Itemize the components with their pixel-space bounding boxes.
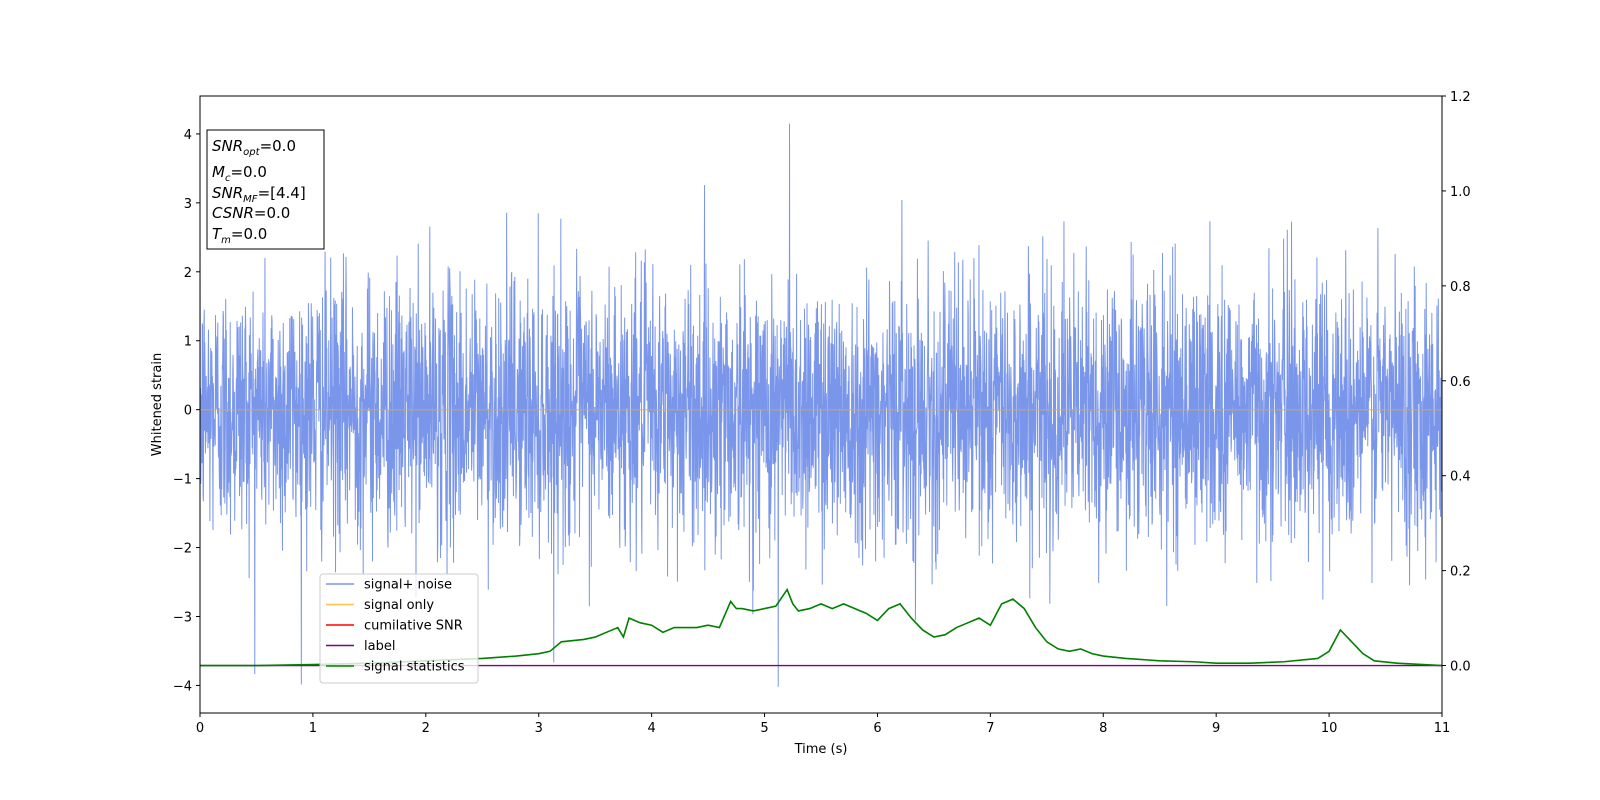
axes-frame (199, 95, 1443, 714)
y-tick-label: 1 (184, 335, 192, 350)
legend-item-label: signal+ noise (364, 578, 452, 593)
x-axis: 0 1 2 3 4 5 6 7 8 9 10 11 (196, 713, 1450, 736)
annotation-mc: Mc=0.0 (212, 163, 267, 184)
y2-tick-label: 1.0 (1450, 185, 1471, 200)
x-tick-label: 1 (309, 721, 317, 736)
y-axis-label: Whitened strain (150, 353, 165, 456)
x-tick-label: 6 (873, 721, 881, 736)
x-tick-label: 10 (1321, 721, 1338, 736)
y2-tick-label: 0.0 (1450, 660, 1471, 675)
x-tick-label: 7 (986, 721, 994, 736)
legend-item-label: signal only (364, 598, 434, 613)
x-tick-label: 0 (196, 721, 204, 736)
y-axis-left: −4 −3 −2 −1 0 1 2 3 4 (173, 128, 200, 694)
x-tick-label: 11 (1434, 721, 1451, 736)
y-tick-label: 3 (184, 197, 192, 212)
legend-item-label: label (364, 639, 395, 654)
x-tick-label: 9 (1212, 721, 1220, 736)
legend-frame (319, 573, 479, 684)
y-tick-label: −3 (173, 610, 192, 625)
y-tick-label: −1 (173, 473, 192, 488)
legend: signal+ noise signal only cumilative SNR la… (319, 573, 479, 684)
y-tick-label: 2 (184, 266, 192, 281)
y2-tick-label: 0.4 (1450, 470, 1471, 485)
y-tick-label: −4 (173, 679, 192, 694)
y-axis-right: 0.0 0.2 0.4 0.6 0.8 1.0 1.2 (1442, 90, 1471, 675)
y2-tick-label: 0.6 (1450, 375, 1471, 390)
x-tick-label: 2 (422, 721, 430, 736)
annotation-snr-opt: SNRopt=0.0 (212, 137, 296, 158)
series-signal-statistics (200, 587, 1443, 667)
y-tick-label: 0 (184, 404, 192, 419)
x-tick-label: 5 (760, 721, 768, 736)
annotation-box: SNRopt=0.0 Mc=0.0 SNRMF=[4.4] CSNR=0.0 T… (206, 129, 325, 250)
y-tick-label: 4 (184, 128, 192, 143)
x-tick-label: 4 (647, 721, 655, 736)
annotation-csnr: CSNR=0.0 (212, 204, 290, 222)
y2-tick-label: 0.2 (1450, 565, 1471, 580)
annotation-tm: Tm=0.0 (212, 225, 267, 246)
x-tick-label: 3 (535, 721, 543, 736)
legend-item-label: cumilative SNR (364, 619, 463, 634)
legend-item-label: signal statistics (364, 660, 465, 675)
annotation-snr-mf: SNRMF=[4.4] (212, 184, 306, 205)
y2-tick-label: 1.2 (1450, 90, 1471, 105)
y2-tick-label: 0.8 (1450, 280, 1471, 295)
x-tick-label: 8 (1099, 721, 1107, 736)
series-signal-noise (199, 123, 1443, 687)
x-axis-label: Time (s) (794, 742, 848, 757)
y-tick-label: −2 (173, 542, 192, 557)
